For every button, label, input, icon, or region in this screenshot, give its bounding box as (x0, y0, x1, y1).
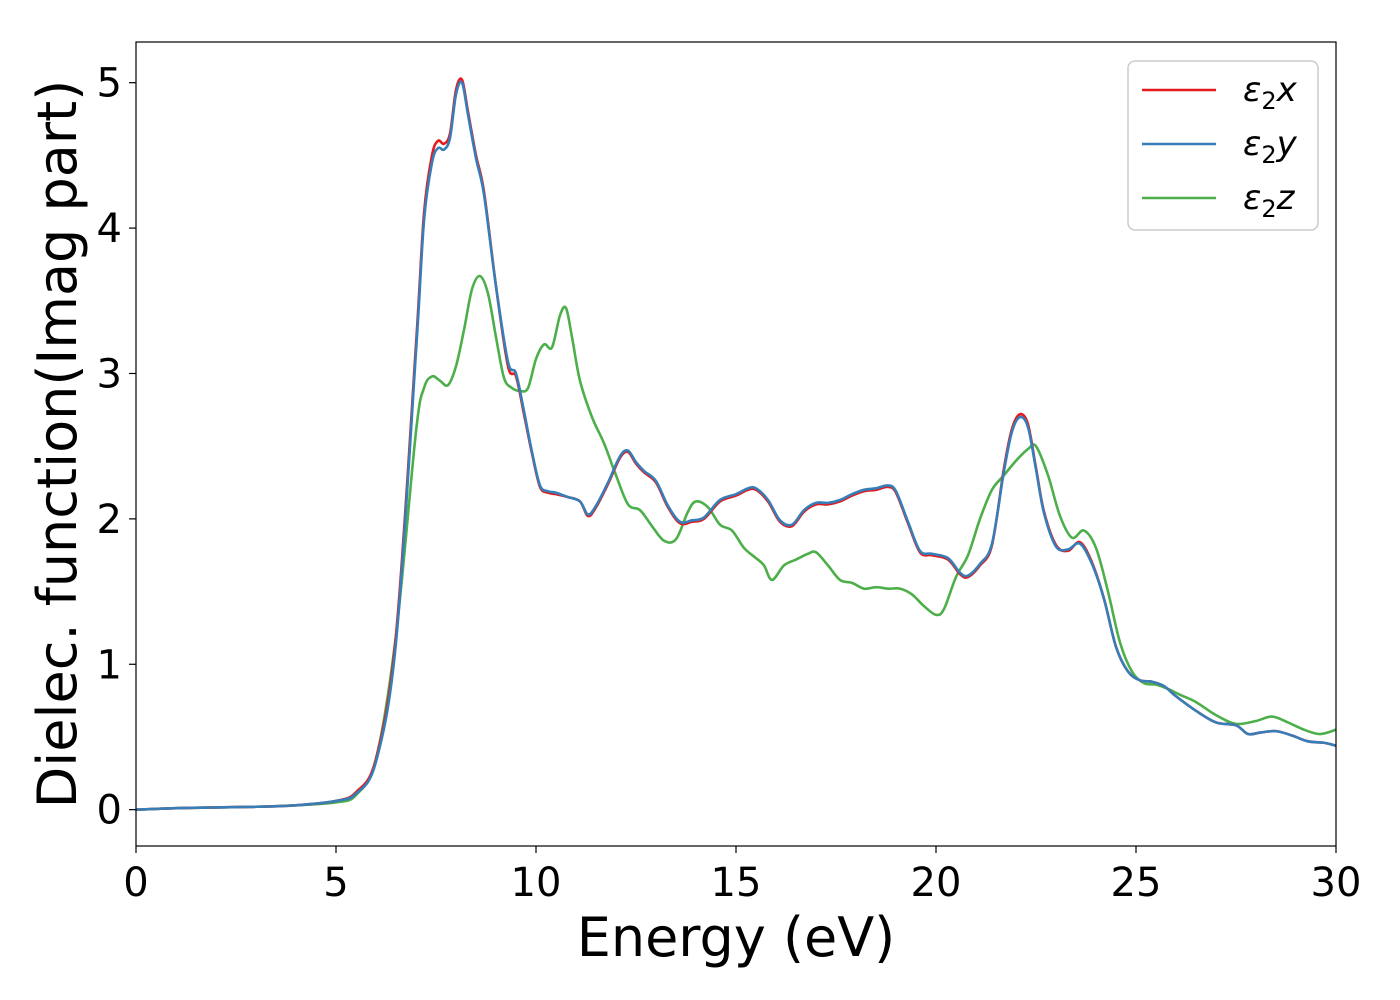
x-tick-label: 0 (123, 860, 148, 906)
x-tick-label: 20 (911, 860, 962, 906)
x-axis-ticks: 0 5 10 15 20 25 30 (123, 846, 1361, 906)
x-axis-title: Energy (eV) (577, 906, 896, 969)
legend: ε2x ε2y ε2z (1127, 60, 1319, 231)
y-tick-label: 1 (97, 642, 122, 688)
legend-box (1127, 60, 1319, 231)
x-tick-label: 10 (511, 860, 562, 906)
series-line-y (135, 80, 1337, 811)
series-line-z (135, 274, 1337, 811)
y-tick-label: 5 (97, 61, 122, 107)
x-tick-label: 5 (323, 860, 348, 906)
legend-entries: ε2x ε2y ε2z (1142, 70, 1298, 223)
legend-label-x: ε2x (1243, 70, 1298, 115)
y-tick-label: 2 (97, 497, 122, 543)
y-axis-title: Dielec. function(Imag part) (26, 80, 89, 809)
y-tick-label: 4 (97, 206, 122, 252)
x-tick-label: 15 (711, 860, 762, 906)
legend-label-y: ε2y (1243, 124, 1298, 169)
series-layer (135, 77, 1337, 811)
y-tick-label: 3 (97, 351, 122, 397)
x-tick-label: 25 (1111, 860, 1162, 906)
x-tick-label: 30 (1311, 860, 1362, 906)
y-axis-ticks: 0 1 2 3 4 5 (97, 61, 136, 834)
legend-label-z: ε2z (1243, 178, 1296, 223)
y-tick-label: 0 (97, 788, 122, 834)
